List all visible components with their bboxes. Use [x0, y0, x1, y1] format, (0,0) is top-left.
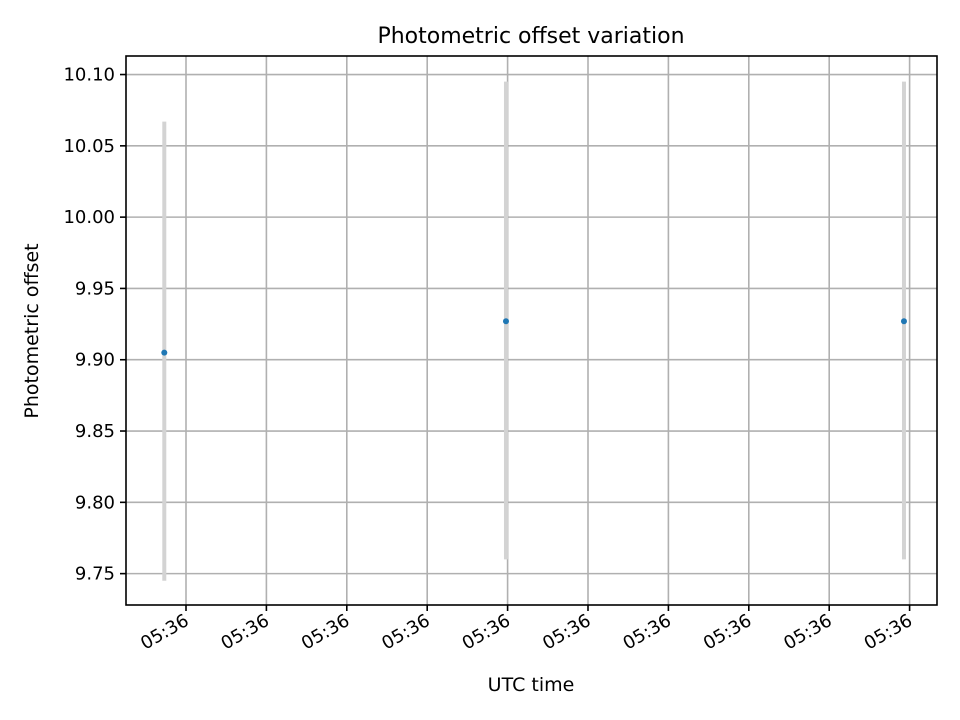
data-point [900, 318, 907, 325]
chart-title: Photometric offset variation [377, 24, 684, 49]
data-point [161, 349, 168, 356]
x-tick-label: 05:36 [539, 610, 594, 654]
grid [126, 56, 937, 605]
y-tick-label: 10.05 [63, 136, 115, 157]
plot-frame [125, 55, 938, 606]
y-tick-label: 9.80 [75, 492, 115, 513]
x-tick-label: 05:36 [459, 610, 514, 654]
x-tick-label: 05:36 [378, 610, 433, 654]
y-tick-label: 10.10 [63, 65, 115, 86]
x-tick-label: 05:36 [619, 610, 674, 654]
y-tick-label: 10.00 [63, 207, 115, 228]
data-points [161, 318, 907, 356]
y-tick-label: 9.95 [75, 278, 115, 299]
y-tick-label: 9.90 [75, 350, 115, 371]
error-bars [162, 81, 906, 581]
y-tick-label: 9.75 [75, 564, 115, 585]
y-tick-label: 9.85 [75, 421, 115, 442]
x-tick-label: 05:36 [861, 610, 916, 654]
x-axis-label: UTC time [488, 674, 575, 696]
y-axis-label: Photometric offset [21, 243, 43, 418]
x-tick-label: 05:36 [298, 610, 353, 654]
y-axis: 9.75 9.80 9.85 9.90 9.95 10.00 10.05 10.10 [63, 65, 126, 585]
data-point [502, 318, 509, 325]
x-tick-label: 05:36 [780, 610, 835, 654]
x-tick-label: 05:36 [137, 610, 192, 654]
x-tick-label: 05:36 [217, 610, 272, 654]
x-tick-label: 05:36 [700, 610, 755, 654]
x-axis: 05:36 05:36 05:36 05:36 05:36 05:36 05:36 05:36… [137, 605, 916, 654]
